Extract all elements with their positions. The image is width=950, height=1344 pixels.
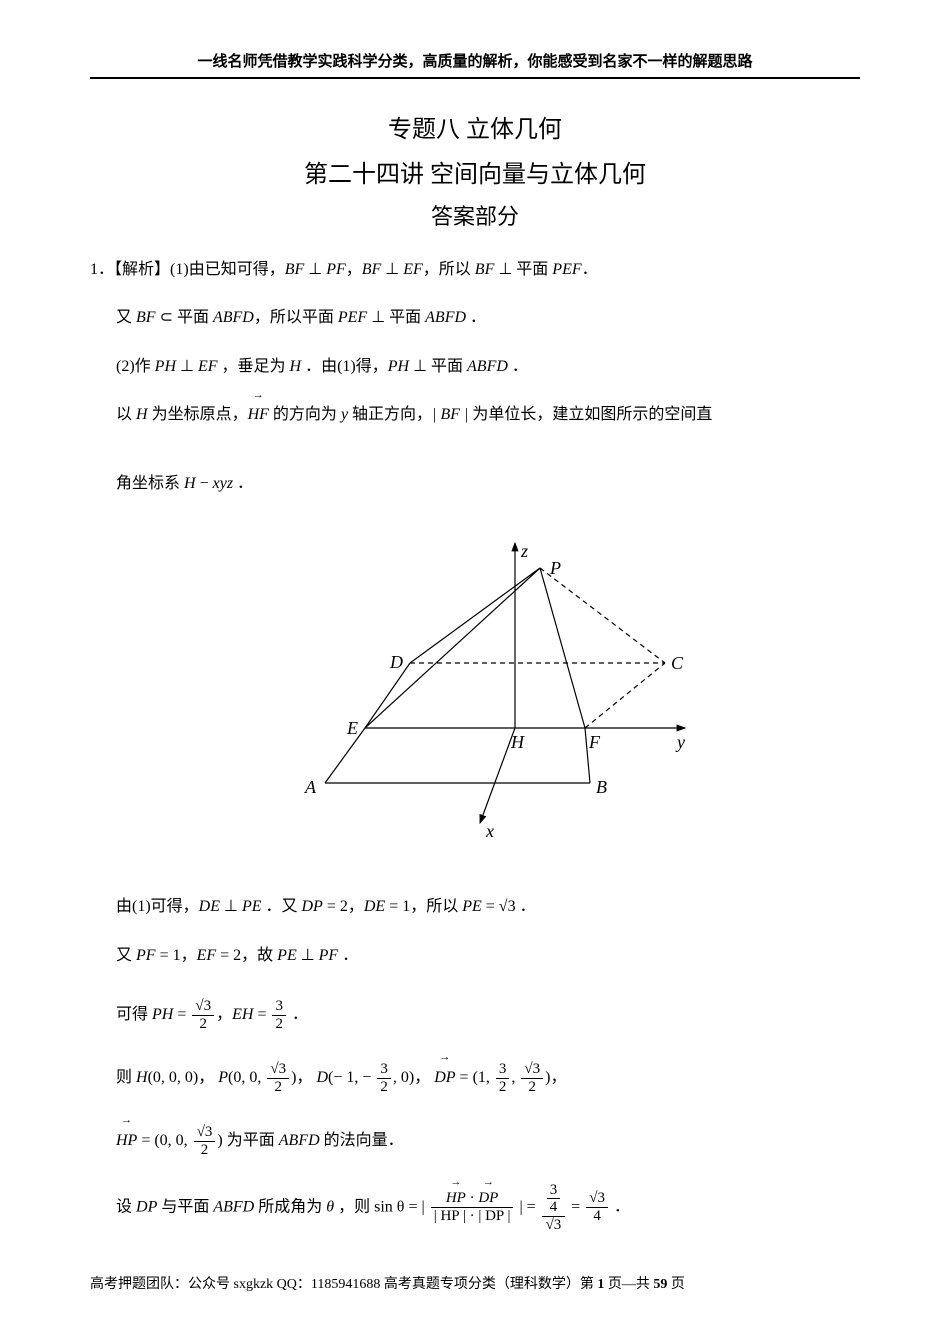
svg-text:B: B (596, 777, 607, 797)
paragraph-2: 又 BF ⊂ 平面 ABFD，所以平面 PEF ⊥ 平面 ABFD ． (90, 299, 860, 337)
paragraph-10: HP = (0, 0, √32) 为平面 ABFD 的法向量． (90, 1119, 860, 1164)
problem-number: 1． (90, 261, 114, 278)
svg-text:D: D (389, 652, 403, 672)
paragraph-4: 以 H 为坐标原点，HF 的方向为 y 轴正方向，| BF | 为单位长，建立如… (90, 396, 860, 434)
geometry-figure: z P D C E H Fy A Bx (90, 533, 860, 858)
svg-text:H: H (510, 732, 525, 752)
svg-text:F: F (588, 732, 601, 752)
paragraph-3: (2)作 PH ⊥ EF ，垂足为 H ．由(1)得，PH ⊥ 平面 ABFD … (90, 348, 860, 386)
section-title: 第二十四讲 空间向量与立体几何 (90, 154, 860, 189)
paragraph-8: 可得 PH = √32，EH = 32 ． (90, 993, 860, 1038)
paragraph-1: 1．【解析】(1)由已知可得，BF ⊥ PF，BF ⊥ EF，所以 BF ⊥ 平… (90, 251, 860, 289)
analysis-label: 【解析】 (114, 261, 170, 278)
chapter-title: 专题八 立体几何 (90, 109, 860, 144)
paragraph-6: 由(1)可得，DE ⊥ PE ．又 DP = 2，DE = 1，所以 PE = … (90, 888, 860, 926)
svg-text:P: P (549, 558, 561, 578)
svg-text:y: y (675, 732, 685, 752)
svg-text:x: x (485, 821, 494, 841)
svg-text:C: C (671, 653, 684, 673)
subsection-title: 答案部分 (90, 199, 860, 231)
page-footer: 高考押题团队：公众号 sxgkzk QQ：1185941688 高考真题专项分类… (90, 1273, 860, 1293)
svg-text:E: E (346, 718, 358, 738)
svg-text:z: z (520, 541, 528, 561)
paragraph-11: 设 DP 与平面 ABFD 所成角为 θ ，则 sin θ = | HP · D… (90, 1182, 860, 1234)
figure-svg: z P D C E H Fy A Bx (255, 533, 695, 843)
page-header: 一线名师凭借教学实践科学分类，高质量的解析，你能感受到名家不一样的解题思路 (90, 50, 860, 79)
svg-text:A: A (304, 777, 317, 797)
paragraph-9: 则 H(0, 0, 0)， P(0, 0, √32)， D(− 1, − 32,… (90, 1056, 860, 1101)
paragraph-7: 又 PF = 1，EF = 2，故 PE ⊥ PF ． (90, 937, 860, 975)
paragraph-5: 角坐标系 H − xyz ． (90, 465, 860, 503)
